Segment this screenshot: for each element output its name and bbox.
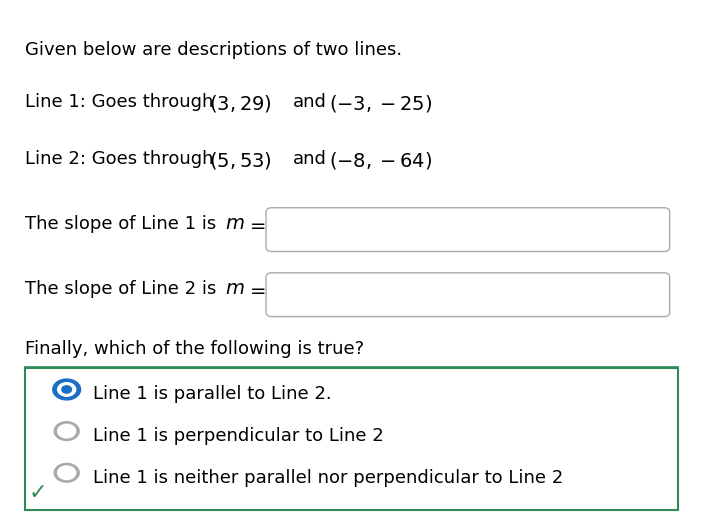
Text: $m$: $m$ — [225, 279, 245, 298]
Text: Line 1 is parallel to Line 2.: Line 1 is parallel to Line 2. — [93, 385, 332, 403]
Text: Line 1 is neither parallel nor perpendicular to Line 2: Line 1 is neither parallel nor perpendic… — [93, 469, 563, 487]
Circle shape — [58, 466, 76, 479]
Text: Given below are descriptions of two lines.: Given below are descriptions of two line… — [25, 41, 402, 59]
Text: Line 2: Goes through: Line 2: Goes through — [25, 150, 219, 168]
Text: $(3, 29)$: $(3, 29)$ — [209, 93, 271, 114]
Text: Line 1: Goes through: Line 1: Goes through — [25, 93, 219, 111]
Text: The slope of Line 2 is: The slope of Line 2 is — [25, 280, 222, 298]
Circle shape — [58, 382, 76, 396]
FancyBboxPatch shape — [266, 273, 670, 316]
Text: $m$: $m$ — [225, 214, 245, 233]
Circle shape — [53, 379, 81, 400]
FancyBboxPatch shape — [266, 208, 670, 251]
Text: ✓: ✓ — [29, 483, 47, 503]
Circle shape — [62, 386, 72, 393]
Text: The slope of Line 1 is: The slope of Line 1 is — [25, 215, 222, 233]
Circle shape — [54, 422, 79, 441]
FancyBboxPatch shape — [25, 368, 678, 510]
Text: and: and — [292, 93, 326, 111]
Circle shape — [58, 424, 76, 438]
Text: $(-3, -25)$: $(-3, -25)$ — [329, 93, 432, 114]
Text: Finally, which of the following is true?: Finally, which of the following is true? — [25, 340, 364, 358]
Circle shape — [54, 463, 79, 482]
Text: $=$: $=$ — [246, 280, 266, 299]
Text: Line 1 is perpendicular to Line 2: Line 1 is perpendicular to Line 2 — [93, 427, 384, 445]
Text: $(5, 53)$: $(5, 53)$ — [209, 150, 272, 171]
Text: and: and — [292, 150, 326, 168]
Text: $(-8, -64)$: $(-8, -64)$ — [329, 150, 432, 171]
Text: $=$: $=$ — [246, 215, 266, 234]
